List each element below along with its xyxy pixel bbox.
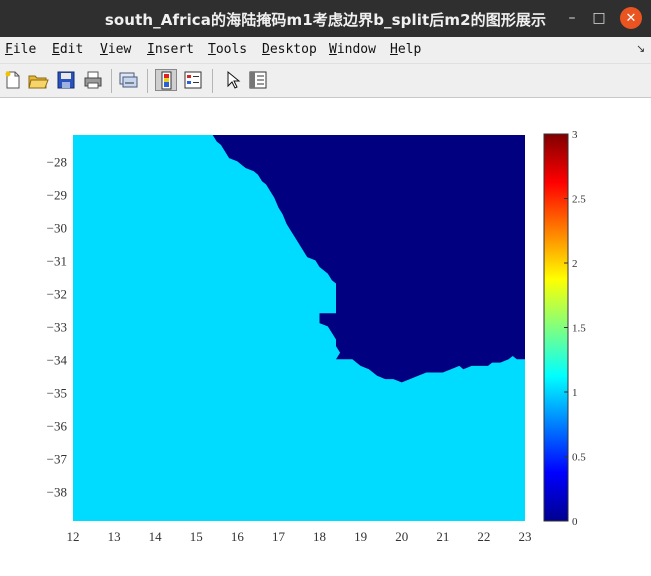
land-mask-region bbox=[212, 135, 525, 383]
x-tick-label: 12 bbox=[67, 529, 80, 544]
y-tick-label: −36 bbox=[47, 418, 68, 433]
colorbar-ticks: 0 0.5 1 1.5 2 2.5 3 bbox=[564, 129, 586, 528]
x-tick-label: 20 bbox=[395, 529, 408, 544]
y-tick-label: −35 bbox=[47, 385, 67, 400]
y-tick-label: −34 bbox=[47, 352, 68, 367]
menu-bar: File Edit View Insert Tools Desktop Wind… bbox=[0, 37, 651, 64]
insert-colorbar-icon[interactable] bbox=[155, 69, 177, 91]
close-icon[interactable]: ✕ bbox=[620, 7, 642, 29]
menu-tools[interactable]: Tools bbox=[208, 42, 248, 57]
save-icon[interactable] bbox=[55, 69, 77, 91]
x-tick-label: 13 bbox=[108, 529, 121, 544]
y-tick-label: −29 bbox=[47, 187, 67, 202]
y-tick-label: −32 bbox=[47, 286, 67, 301]
maximize-icon[interactable]: □ bbox=[592, 10, 606, 26]
menu-insert[interactable]: Insert bbox=[147, 42, 194, 57]
menu-file[interactable]: File bbox=[5, 42, 37, 57]
new-figure-icon[interactable] bbox=[2, 69, 24, 91]
x-tick-label: 18 bbox=[313, 529, 326, 544]
colorbar-tick-label: 0 bbox=[572, 516, 578, 528]
colorbar-tick-label: 3 bbox=[572, 129, 578, 141]
insert-legend-icon[interactable] bbox=[182, 69, 204, 91]
dock-arrow-icon[interactable]: ↘ bbox=[636, 42, 646, 55]
link-plot-icon[interactable] bbox=[117, 69, 139, 91]
y-tick-label: −28 bbox=[47, 154, 67, 169]
y-tick-label: −31 bbox=[47, 253, 67, 268]
figure-toolbar bbox=[0, 64, 651, 98]
menu-view[interactable]: View bbox=[100, 42, 132, 57]
x-tick-label: 15 bbox=[190, 529, 203, 544]
toolbar-separator bbox=[147, 69, 148, 93]
x-tick-label: 19 bbox=[354, 529, 367, 544]
open-file-icon[interactable] bbox=[27, 69, 49, 91]
plot-svg[interactable]: 12 13 14 15 16 17 18 19 20 21 22 23 −28−29−30−31−32… bbox=[0, 98, 651, 572]
colorbar-tick-label: 2.5 bbox=[572, 194, 586, 206]
property-inspector-icon[interactable] bbox=[247, 69, 269, 91]
menu-window[interactable]: Window bbox=[329, 42, 376, 57]
colorbar-tick-label: 0.5 bbox=[572, 452, 586, 464]
colorbar-tick-label: 1.5 bbox=[572, 323, 586, 335]
x-tick-label: 14 bbox=[149, 529, 163, 544]
y-tick-label: −33 bbox=[47, 319, 67, 334]
colorbar-tick-label: 1 bbox=[572, 387, 578, 399]
print-icon[interactable] bbox=[82, 69, 104, 91]
window-titlebar: south_Africa的海陆掩码m1考虑边界b_split后m2的图形展示 –… bbox=[0, 0, 651, 37]
x-tick-label: 17 bbox=[272, 529, 286, 544]
toolbar-separator bbox=[111, 69, 112, 93]
menu-help[interactable]: Help bbox=[390, 42, 422, 57]
edit-plot-arrow-icon[interactable] bbox=[221, 69, 243, 91]
x-tick-label: 23 bbox=[519, 529, 532, 544]
y-tick-label: −30 bbox=[47, 220, 67, 235]
y-axis-ticks: −28 −29 −30 −31 −32 −33 −34 −35 −36 −37 −38 bbox=[47, 154, 68, 499]
toolbar-separator bbox=[212, 69, 213, 93]
x-axis-ticks: 12 13 14 15 16 17 18 19 20 21 22 23 bbox=[67, 529, 532, 544]
colorbar-tick-label: 2 bbox=[572, 258, 578, 270]
y-tick-label: −37 bbox=[47, 451, 68, 466]
x-tick-label: 22 bbox=[477, 529, 490, 544]
menu-desktop[interactable]: Desktop bbox=[262, 42, 317, 57]
x-tick-label: 16 bbox=[231, 529, 245, 544]
figure-canvas: 12 13 14 15 16 17 18 19 20 21 22 23 −28 −29 −30 −31 −32… bbox=[0, 98, 651, 572]
y-tick-label: −38 bbox=[47, 484, 67, 499]
x-tick-label: 21 bbox=[436, 529, 449, 544]
menu-edit[interactable]: Edit bbox=[52, 42, 84, 57]
minimize-icon[interactable]: – bbox=[568, 10, 576, 26]
window-title: south_Africa的海陆掩码m1考虑边界b_split后m2的图形展示 bbox=[104, 11, 547, 29]
